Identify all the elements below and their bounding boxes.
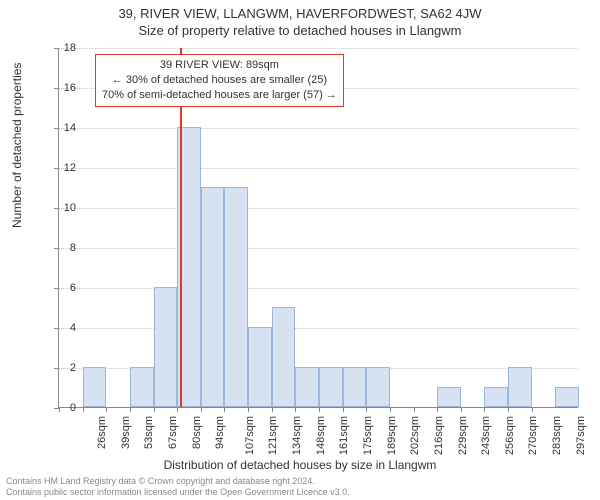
histogram-bar xyxy=(508,367,532,407)
x-tick-mark xyxy=(532,407,533,412)
x-tick-label: 107sqm xyxy=(244,416,256,455)
footer-attribution: Contains HM Land Registry data © Crown c… xyxy=(6,476,350,498)
histogram-bar xyxy=(201,187,225,407)
x-tick-label: 148sqm xyxy=(315,416,327,455)
x-tick-mark xyxy=(319,407,320,412)
x-tick-mark xyxy=(508,407,509,412)
x-tick-mark xyxy=(414,407,415,412)
histogram-bar xyxy=(224,187,248,407)
grid-line xyxy=(59,128,578,129)
histogram-bar xyxy=(272,307,296,407)
y-tick-label: 16 xyxy=(52,82,76,94)
plot-area: 26sqm39sqm53sqm67sqm80sqm94sqm107sqm121s… xyxy=(58,48,578,408)
footer-line-2: Contains public sector information licen… xyxy=(6,487,350,498)
x-tick-label: 121sqm xyxy=(268,416,280,455)
y-tick-label: 14 xyxy=(52,122,76,134)
y-tick-label: 10 xyxy=(52,202,76,214)
x-tick-label: 26sqm xyxy=(96,416,108,449)
grid-line xyxy=(59,208,578,209)
x-tick-label: 94sqm xyxy=(214,416,226,449)
x-tick-mark xyxy=(272,407,273,412)
y-tick-label: 0 xyxy=(52,402,76,414)
y-axis-label: Number of detached properties xyxy=(10,63,24,228)
y-tick-label: 4 xyxy=(52,322,76,334)
grid-line xyxy=(59,48,578,49)
x-tick-mark xyxy=(437,407,438,412)
annotation-line: ← 30% of detached houses are smaller (25… xyxy=(102,73,337,88)
x-tick-label: 175sqm xyxy=(362,416,374,455)
chart-area: 26sqm39sqm53sqm67sqm80sqm94sqm107sqm121s… xyxy=(58,48,578,408)
histogram-bar xyxy=(248,327,272,407)
x-tick-label: 67sqm xyxy=(167,416,179,449)
x-tick-mark xyxy=(295,407,296,412)
x-tick-mark xyxy=(366,407,367,412)
x-tick-label: 161sqm xyxy=(339,416,351,455)
histogram-bar xyxy=(437,387,461,407)
x-tick-mark xyxy=(83,407,84,412)
x-tick-mark xyxy=(343,407,344,412)
x-tick-label: 134sqm xyxy=(291,416,303,455)
y-tick-label: 6 xyxy=(52,282,76,294)
x-tick-mark xyxy=(201,407,202,412)
x-tick-mark xyxy=(390,407,391,412)
grid-line xyxy=(59,248,578,249)
x-tick-label: 202sqm xyxy=(409,416,421,455)
x-tick-label: 283sqm xyxy=(551,416,563,455)
grid-line xyxy=(59,168,578,169)
title-sub: Size of property relative to detached ho… xyxy=(0,21,600,38)
x-tick-label: 80sqm xyxy=(191,416,203,449)
x-tick-label: 39sqm xyxy=(120,416,132,449)
y-tick-label: 8 xyxy=(52,242,76,254)
histogram-bar xyxy=(295,367,319,407)
x-tick-mark xyxy=(248,407,249,412)
x-tick-mark xyxy=(106,407,107,412)
x-tick-label: 216sqm xyxy=(433,416,445,455)
grid-line xyxy=(59,328,578,329)
x-tick-label: 189sqm xyxy=(386,416,398,455)
histogram-bar xyxy=(366,367,390,407)
x-tick-mark xyxy=(461,407,462,412)
histogram-bar xyxy=(154,287,178,407)
y-tick-label: 2 xyxy=(52,362,76,374)
x-tick-label: 270sqm xyxy=(528,416,540,455)
histogram-bar xyxy=(130,367,154,407)
title-main: 39, RIVER VIEW, LLANGWM, HAVERFORDWEST, … xyxy=(0,0,600,21)
x-tick-mark xyxy=(224,407,225,412)
annotation-box: 39 RIVER VIEW: 89sqm← 30% of detached ho… xyxy=(95,54,344,107)
annotation-line: 39 RIVER VIEW: 89sqm xyxy=(102,58,337,73)
x-tick-mark xyxy=(130,407,131,412)
x-tick-label: 53sqm xyxy=(143,416,155,449)
histogram-bar xyxy=(83,367,107,407)
y-tick-label: 18 xyxy=(52,42,76,54)
x-tick-label: 229sqm xyxy=(457,416,469,455)
histogram-bar xyxy=(343,367,367,407)
x-tick-mark xyxy=(154,407,155,412)
x-tick-mark xyxy=(484,407,485,412)
grid-line xyxy=(59,288,578,289)
x-tick-label: 297sqm xyxy=(575,416,587,455)
y-tick-label: 12 xyxy=(52,162,76,174)
histogram-bar xyxy=(555,387,579,407)
x-tick-mark xyxy=(177,407,178,412)
x-tick-label: 243sqm xyxy=(480,416,492,455)
footer-line-1: Contains HM Land Registry data © Crown c… xyxy=(6,476,350,487)
histogram-bar xyxy=(319,367,343,407)
x-tick-label: 256sqm xyxy=(504,416,516,455)
annotation-line: 70% of semi-detached houses are larger (… xyxy=(102,88,337,103)
histogram-bar xyxy=(484,387,508,407)
x-axis-label: Distribution of detached houses by size … xyxy=(0,458,600,472)
